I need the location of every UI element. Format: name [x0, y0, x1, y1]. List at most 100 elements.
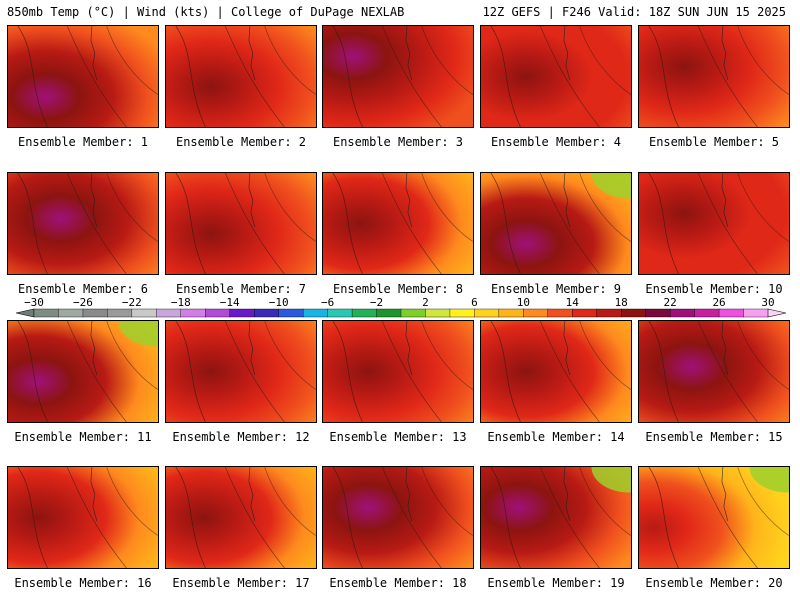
- member-map-20: [638, 466, 790, 569]
- colorbar-tick-label: 10: [517, 298, 530, 309]
- colorbar-bin: [205, 308, 231, 318]
- member-label: Ensemble Member: 14: [487, 430, 625, 444]
- colorbar-bin: [449, 308, 475, 318]
- colorbar-tick-label: −30: [24, 298, 44, 309]
- map-title: 850mb Temp (°C) | Wind (kts) | College o…: [7, 5, 405, 19]
- temperature-field: [8, 321, 158, 422]
- member-label: Ensemble Member: 1: [17, 135, 149, 149]
- temperature-field: [481, 467, 631, 568]
- member-map-8: [322, 172, 474, 275]
- colorbar-bin: [645, 308, 671, 318]
- member-map-12: [165, 320, 317, 423]
- colorbar-bin: [180, 308, 206, 318]
- member-map-2: [165, 25, 317, 128]
- colorbar-tick-label: 2: [422, 298, 429, 309]
- colorbar-bin: [156, 308, 182, 318]
- colorbar-bin: [669, 308, 696, 318]
- temperature-colorbar: −30−26−22−18−14−10−6−2261014182226303438…: [0, 298, 800, 322]
- colorbar-bin: [107, 308, 133, 318]
- temperature-field: [8, 467, 158, 568]
- member-label: Ensemble Member: 3: [332, 135, 464, 149]
- colorbar-bin: [33, 308, 59, 318]
- temperature-field: [323, 321, 473, 422]
- member-map-6: [7, 172, 159, 275]
- colorbar-bin: [572, 308, 598, 318]
- member-label: Ensemble Member: 8: [332, 282, 464, 296]
- member-label: Ensemble Member: 17: [172, 576, 310, 590]
- colorbar-bin: [547, 308, 573, 318]
- colorbar-bin: [523, 308, 549, 318]
- colorbar-bin: [131, 308, 157, 318]
- colorbar-tick-label: −26: [73, 298, 93, 309]
- member-map-9: [480, 172, 632, 275]
- colorbar-tick-label: 6: [471, 298, 478, 309]
- member-map-11: [7, 320, 159, 423]
- member-map-15: [638, 320, 790, 423]
- temperature-field: [481, 26, 631, 127]
- member-label: Ensemble Member: 7: [175, 282, 307, 296]
- member-map-3: [322, 25, 474, 128]
- colorbar-bin: [596, 308, 622, 318]
- temperature-field: [639, 26, 789, 127]
- colorbar-bin: [743, 308, 769, 318]
- temperature-field: [481, 173, 631, 274]
- member-map-16: [7, 466, 159, 569]
- member-map-17: [165, 466, 317, 569]
- colorbar-svg: −30−26−22−18−14−10−6−2261014182226303438…: [15, 298, 787, 318]
- member-map-1: [7, 25, 159, 128]
- colorbar-bin: [400, 308, 426, 318]
- colorbar-tick-label: −10: [269, 298, 289, 309]
- temperature-field: [166, 321, 316, 422]
- colorbar-bin: [253, 308, 280, 318]
- colorbar-bin: [694, 308, 720, 318]
- colorbar-bin: [302, 308, 329, 318]
- member-label: Ensemble Member: 5: [648, 135, 780, 149]
- member-label: Ensemble Member: 2: [175, 135, 307, 149]
- member-label: Ensemble Member: 16: [14, 576, 152, 590]
- member-label: Ensemble Member: 12: [172, 430, 310, 444]
- colorbar-tick-label: 30: [761, 298, 774, 309]
- member-label: Ensemble Member: 10: [645, 282, 783, 296]
- member-map-7: [165, 172, 317, 275]
- member-label: Ensemble Member: 4: [490, 135, 622, 149]
- temperature-field: [639, 173, 789, 274]
- temperature-field: [166, 467, 316, 568]
- member-label: Ensemble Member: 19: [487, 576, 625, 590]
- temperature-field: [639, 467, 789, 568]
- colorbar-tick-label: 26: [712, 298, 725, 309]
- colorbar-bin: [376, 308, 402, 318]
- colorbar-tick-label: −14: [220, 298, 240, 309]
- member-label: Ensemble Member: 11: [14, 430, 152, 444]
- temperature-field: [323, 26, 473, 127]
- member-label: Ensemble Member: 18: [329, 576, 467, 590]
- member-map-13: [322, 320, 474, 423]
- member-map-4: [480, 25, 632, 128]
- colorbar-bin: [425, 308, 451, 318]
- colorbar-tick-label: −22: [122, 298, 142, 309]
- colorbar-bin: [278, 308, 304, 318]
- member-label: Ensemble Member: 9: [490, 282, 622, 296]
- temperature-field: [166, 173, 316, 274]
- member-map-10: [638, 172, 790, 275]
- colorbar-tick-label: 22: [664, 298, 677, 309]
- temperature-field: [481, 321, 631, 422]
- colorbar-bin: [621, 308, 647, 318]
- temperature-field: [323, 467, 473, 568]
- temperature-field: [166, 26, 316, 127]
- colorbar-low-arrow: [15, 308, 35, 318]
- temperature-field: [8, 26, 158, 127]
- temperature-field: [639, 321, 789, 422]
- colorbar-high-arrow: [767, 308, 787, 318]
- colorbar-bin: [351, 308, 378, 318]
- colorbar-tick-label: −2: [370, 298, 383, 309]
- member-label: Ensemble Member: 20: [645, 576, 783, 590]
- member-label: Ensemble Member: 15: [645, 430, 783, 444]
- colorbar-bin: [58, 308, 84, 318]
- member-map-14: [480, 320, 632, 423]
- member-map-18: [322, 466, 474, 569]
- colorbar-tick-label: −6: [321, 298, 334, 309]
- colorbar-bin: [474, 308, 500, 318]
- member-label: Ensemble Member: 6: [17, 282, 149, 296]
- colorbar-tick-label: −18: [171, 298, 191, 309]
- run-valid-time: 12Z GEFS | F246 Valid: 18Z SUN JUN 15 20…: [482, 5, 786, 19]
